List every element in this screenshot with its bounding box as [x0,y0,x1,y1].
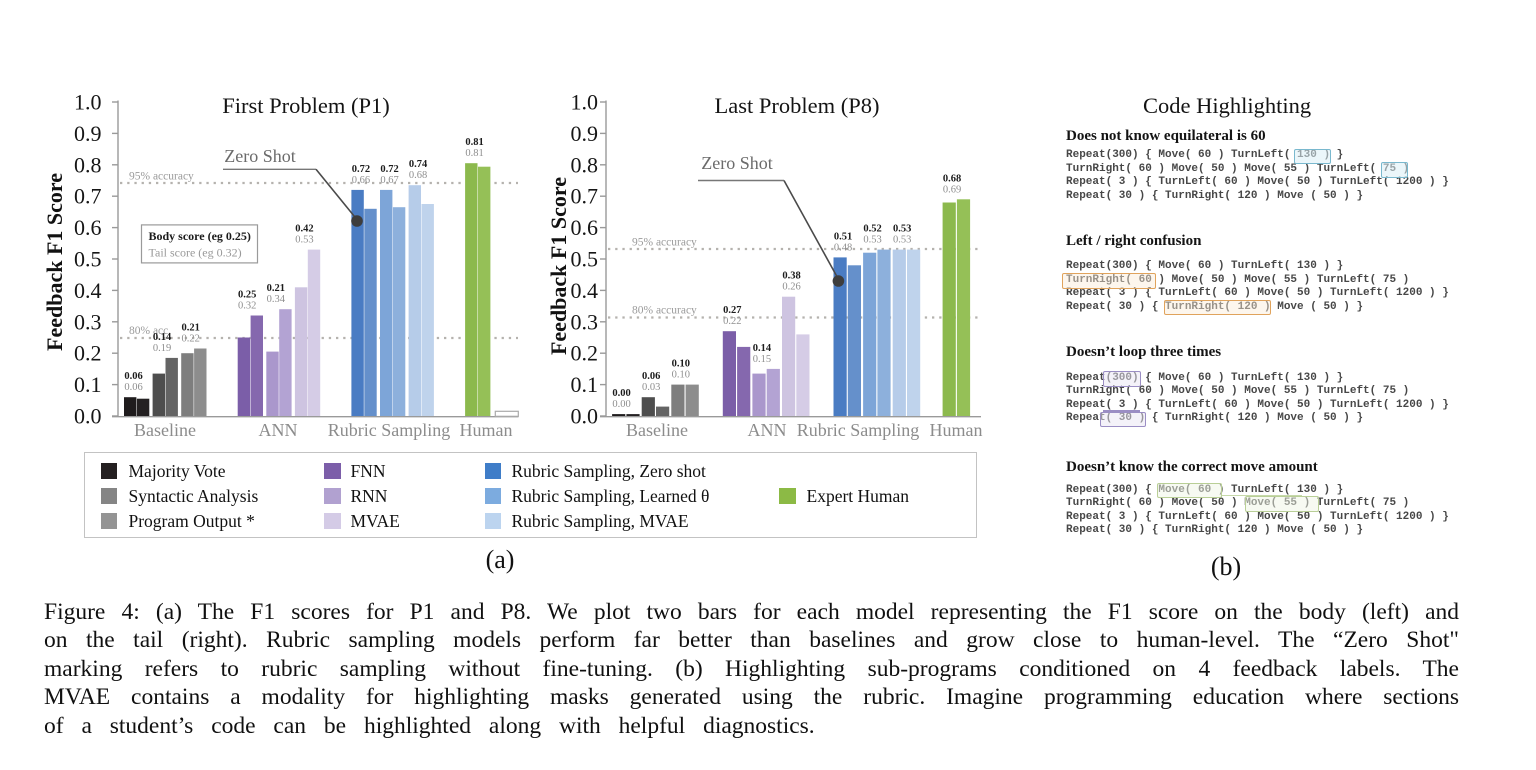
svg-text:0.27: 0.27 [723,305,741,316]
svg-text:0.7: 0.7 [74,184,102,209]
svg-text:0.14: 0.14 [153,332,172,343]
svg-text:0.53: 0.53 [863,235,881,246]
svg-text:Human: Human [460,420,513,440]
svg-text:0.3: 0.3 [74,309,102,334]
svg-text:0.19: 0.19 [153,343,171,354]
svg-text:0.4: 0.4 [74,278,102,303]
svg-text:0.1: 0.1 [74,372,102,397]
svg-text:0.52: 0.52 [863,224,881,235]
svg-text:0.32: 0.32 [238,301,256,312]
svg-text:0.74: 0.74 [409,159,428,170]
svg-text:0.8: 0.8 [571,152,599,177]
svg-text:0.6: 0.6 [74,215,102,240]
svg-text:0.38: 0.38 [782,271,800,282]
svg-text:0.00: 0.00 [612,399,630,410]
svg-text:0.6: 0.6 [571,215,599,240]
svg-text:Baseline: Baseline [134,420,196,440]
svg-text:0.3: 0.3 [571,309,599,334]
svg-text:0.9: 0.9 [571,121,599,146]
svg-text:0.34: 0.34 [267,294,286,305]
svg-text:0.15: 0.15 [753,354,771,365]
svg-text:0.10: 0.10 [672,359,690,370]
svg-text:Body score (eg 0.25): Body score (eg 0.25) [149,229,251,243]
svg-text:Zero Shot: Zero Shot [701,153,773,173]
svg-text:0.53: 0.53 [893,235,911,246]
svg-text:0.9: 0.9 [74,121,102,146]
svg-text:0.21: 0.21 [182,323,200,334]
svg-text:0.68: 0.68 [943,173,961,184]
svg-text:0.2: 0.2 [74,341,102,366]
svg-text:ANN: ANN [748,420,787,440]
svg-text:0.53: 0.53 [893,224,911,235]
svg-text:0.8: 0.8 [74,152,102,177]
svg-text:0.2: 0.2 [571,341,599,366]
svg-text:1.0: 1.0 [74,90,102,115]
svg-text:0.10: 0.10 [672,370,690,381]
svg-text:0.72: 0.72 [380,164,398,175]
svg-text:0.25: 0.25 [238,290,256,301]
svg-text:0.81: 0.81 [465,148,483,159]
svg-text:0.06: 0.06 [642,371,660,382]
svg-text:0.5: 0.5 [74,247,102,272]
svg-text:0.68: 0.68 [409,170,427,181]
svg-text:0.00: 0.00 [612,388,630,399]
svg-text:0.22: 0.22 [723,316,741,327]
svg-text:Baseline: Baseline [626,420,688,440]
svg-text:80% acc.: 80% acc. [129,325,171,337]
svg-text:80% accuracy: 80% accuracy [632,305,697,317]
svg-text:0.81: 0.81 [465,137,483,148]
svg-text:0.48: 0.48 [834,242,852,253]
svg-text:0.5: 0.5 [571,247,599,272]
svg-text:0.22: 0.22 [182,334,200,345]
svg-text:0.72: 0.72 [352,164,370,175]
svg-text:0.0: 0.0 [74,404,102,429]
svg-text:0.06: 0.06 [124,371,142,382]
svg-text:0.67: 0.67 [380,175,398,186]
svg-text:0.0: 0.0 [571,404,599,429]
svg-text:Rubric Sampling: Rubric Sampling [797,420,920,440]
svg-text:0.1: 0.1 [571,372,599,397]
svg-text:0.03: 0.03 [642,382,660,393]
svg-text:0.53: 0.53 [295,235,313,246]
svg-text:First Problem (P1): First Problem (P1) [222,93,390,118]
svg-text:0.51: 0.51 [834,231,852,242]
svg-text:Feedback F1 Score: Feedback F1 Score [546,177,571,355]
svg-text:Rubric Sampling: Rubric Sampling [328,420,451,440]
svg-text:0.69: 0.69 [943,184,961,195]
svg-text:Last Problem (P8): Last Problem (P8) [715,93,880,118]
svg-text:0.4: 0.4 [571,278,599,303]
svg-text:Human: Human [930,420,983,440]
svg-text:0.26: 0.26 [782,282,800,293]
svg-text:0.66: 0.66 [352,175,370,186]
svg-text:0.42: 0.42 [295,224,313,235]
svg-text:0.7: 0.7 [571,184,599,209]
svg-text:0.14: 0.14 [753,343,772,354]
svg-text:Tail score (eg 0.32): Tail score (eg 0.32) [149,246,242,260]
svg-text:1.0: 1.0 [571,90,599,115]
svg-text:95% accuracy: 95% accuracy [632,237,697,249]
svg-text:0.21: 0.21 [267,283,285,294]
svg-text:0.06: 0.06 [124,382,142,393]
svg-text:Zero Shot: Zero Shot [224,146,296,166]
svg-text:Feedback F1 Score: Feedback F1 Score [42,173,67,351]
svg-text:95% accuracy: 95% accuracy [129,171,194,183]
svg-text:ANN: ANN [259,420,298,440]
